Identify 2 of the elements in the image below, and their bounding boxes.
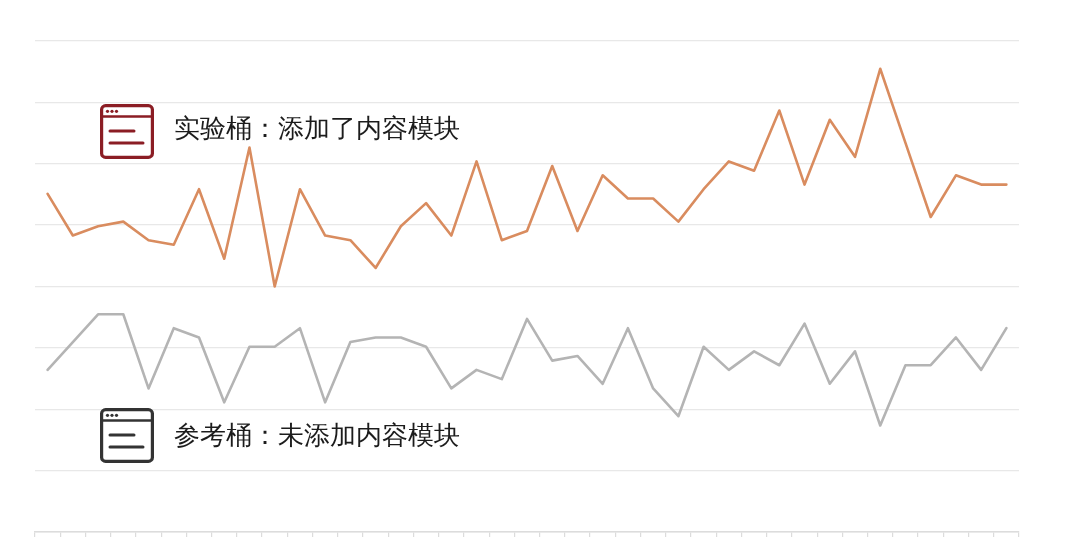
series-label: 参考桶：未添加内容模块 — [174, 419, 460, 450]
series-label: 实验桶：添加了内容模块 — [174, 112, 460, 143]
